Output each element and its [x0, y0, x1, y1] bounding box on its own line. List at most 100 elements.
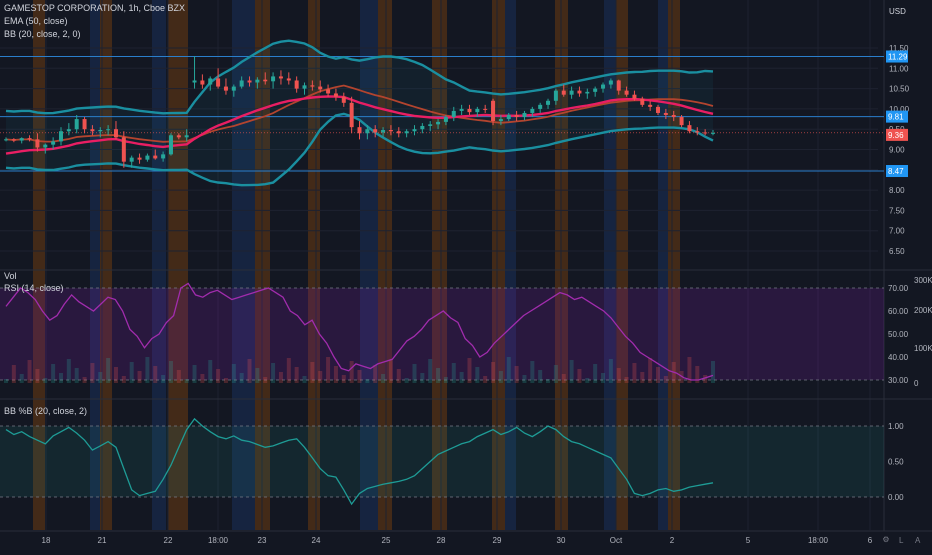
rsi-line — [5, 282, 714, 381]
rsi-tick-label: 70.00 — [888, 284, 909, 293]
volume-bar — [656, 367, 661, 383]
candle-body — [137, 157, 142, 160]
candle-body — [357, 127, 362, 134]
volume-bar — [506, 357, 511, 383]
candle-body — [82, 119, 87, 130]
volume-bar — [632, 363, 637, 383]
price-label-text: 9.81 — [888, 113, 904, 122]
bb-upper-line — [5, 39, 714, 115]
log-scale-toggle[interactable]: L — [899, 536, 904, 545]
bb-percent-b-panel — [0, 417, 884, 506]
volume-bar — [208, 360, 213, 383]
gear-icon[interactable]: ⚙ — [882, 535, 890, 544]
session-band — [152, 0, 166, 530]
candle-body — [467, 108, 472, 113]
volume-bar — [349, 361, 354, 383]
candle-body — [365, 129, 370, 134]
price-tick-label: 11.50 — [889, 44, 909, 53]
candle-body — [404, 131, 409, 134]
time-tick-label: Oct — [610, 536, 623, 545]
candle-body — [420, 125, 425, 130]
bbpb-tick-label: 0.00 — [888, 493, 904, 502]
time-tick-label: 21 — [98, 536, 107, 545]
volume-bar — [145, 357, 150, 383]
candle-body — [271, 76, 276, 82]
candle-body — [247, 80, 252, 83]
volume-bar — [593, 364, 598, 383]
volume-bar — [129, 362, 134, 383]
candle-body — [608, 80, 613, 85]
volume-tick-label: 100K — [914, 344, 932, 353]
volume-legend[interactable]: Vol — [4, 271, 17, 281]
volume-bar — [357, 370, 362, 383]
candle-body — [703, 132, 708, 134]
symbol-legend[interactable]: GAMESTOP CORPORATION, 1h, Cboe BZX — [4, 3, 186, 13]
volume-bar — [663, 376, 668, 383]
gridlines — [0, 0, 932, 532]
candle-body — [396, 131, 401, 134]
price-tick-label: 8.00 — [889, 186, 905, 195]
volume-bar — [176, 370, 181, 383]
volume-bar — [443, 377, 448, 383]
volume-bar — [11, 365, 16, 383]
price-tick-label: 7.00 — [889, 227, 905, 236]
candle-body — [27, 138, 32, 140]
volume-tick-label: 0 — [914, 379, 919, 388]
volume-bar — [184, 379, 189, 383]
session-band — [168, 0, 188, 530]
candle-body — [483, 108, 488, 110]
volume-bar — [365, 379, 370, 383]
candle-body — [113, 129, 118, 138]
candle-body — [11, 139, 16, 141]
axes: 11.5011.0010.5010.009.509.008.508.007.50… — [42, 44, 932, 545]
session-band — [492, 0, 505, 530]
volume-bar — [27, 360, 32, 383]
price-tick-label: 10.00 — [889, 105, 910, 114]
ema-legend[interactable]: EMA (50, close) — [4, 16, 68, 26]
candle-body — [632, 94, 637, 99]
candle-body — [506, 114, 511, 120]
volume-bar — [43, 378, 48, 383]
price-tick-label: 6.50 — [889, 247, 905, 256]
candle-body — [4, 139, 8, 141]
volume-bar — [137, 371, 142, 383]
volume-bar — [624, 377, 629, 383]
session-band — [505, 0, 516, 530]
volume-bar — [404, 378, 409, 383]
bbpb-line — [5, 417, 714, 506]
session-band — [33, 0, 45, 530]
volume-bar — [168, 361, 173, 383]
volume-bar — [561, 374, 566, 383]
bb-legend[interactable]: BB (20, close, 2, 0) — [4, 29, 81, 39]
candle-body — [671, 114, 676, 118]
volume-bar — [74, 368, 79, 383]
rsi-legend[interactable]: RSI (14, close) — [4, 283, 64, 293]
volume-bar — [381, 374, 386, 383]
price-tick-label: 9.00 — [889, 146, 905, 155]
candle-body — [200, 80, 205, 85]
candle-body — [577, 90, 582, 94]
volume-bar — [553, 365, 558, 383]
bbpb-legend[interactable]: BB %B (20, close, 2) — [4, 406, 88, 416]
auto-scale-toggle[interactable]: A — [915, 536, 921, 545]
volume-bar — [239, 373, 244, 383]
volume-bar — [601, 373, 606, 383]
currency-label[interactable]: USD — [889, 7, 906, 16]
volume-bar — [522, 375, 527, 383]
volume-bar — [412, 364, 417, 383]
price-label-text: 8.47 — [888, 167, 904, 176]
candle-body — [538, 104, 543, 109]
candle-body — [129, 157, 134, 162]
price-label-text: 11.29 — [888, 53, 908, 62]
volume-bar — [161, 375, 166, 383]
candle-body — [326, 89, 331, 94]
volume-bar — [318, 371, 323, 383]
candle-body — [231, 86, 236, 91]
candle-body — [388, 130, 393, 132]
volume-bar — [294, 367, 299, 383]
time-tick-label: 24 — [312, 536, 321, 545]
candlesticks — [4, 56, 715, 168]
candle-body — [451, 110, 456, 118]
